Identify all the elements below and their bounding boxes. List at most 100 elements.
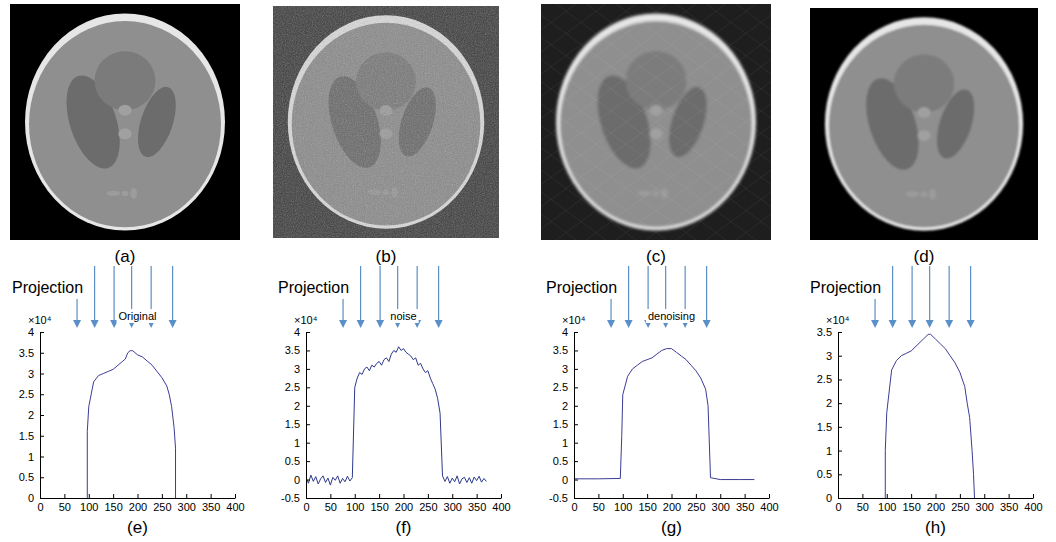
phantom-ellipse	[95, 51, 156, 110]
phantom-ellipse	[107, 191, 120, 196]
x-tick: 100	[80, 494, 98, 513]
y-tick: 1.5	[285, 418, 310, 430]
arrow-shaft	[970, 266, 971, 322]
x-tick-label: 400	[1024, 501, 1042, 513]
y-tick-mark	[574, 461, 578, 462]
x-tick-label: 150	[902, 501, 920, 513]
x-tick: 350	[1000, 494, 1018, 513]
y-tick-label: 2	[28, 409, 34, 421]
arrow-shaft	[380, 266, 381, 322]
x-tick-label: 100	[80, 501, 98, 513]
y-tick: 3.5	[19, 347, 44, 359]
streak	[646, 4, 771, 240]
x-tick-label: 50	[857, 501, 869, 513]
panel-label: (a)	[115, 247, 136, 266]
y-tick-mark	[838, 332, 842, 333]
phantom	[825, 17, 1023, 230]
image-background	[10, 4, 240, 240]
x-tick-label: 250	[419, 501, 437, 513]
x-tick-label: 50	[593, 501, 605, 513]
y-tick-label: 0	[826, 492, 832, 504]
x-tick-label: 350	[202, 501, 220, 513]
y-tick-label: 2	[826, 397, 832, 409]
x-tick-mark	[720, 494, 721, 498]
y-tick: 1.5	[553, 418, 578, 430]
x-tick-mark	[452, 494, 453, 498]
x-tick-mark	[1033, 494, 1034, 498]
y-tick-label: 3.5	[553, 344, 568, 356]
y-axis: 00.511.522.533.54	[19, 326, 44, 504]
streak	[676, 4, 771, 240]
y-axis: -0.500.511.522.533.54	[281, 326, 310, 504]
y-tick: 0.5	[817, 468, 842, 480]
x-tick: 300	[712, 494, 730, 513]
x-tick: 350	[202, 494, 220, 513]
arrow-shaft	[874, 299, 875, 322]
x-axis: 050100150200250300350400	[571, 494, 778, 513]
x-tick: 50	[857, 494, 869, 513]
projection-plot: Projection050100150200250300350400-0.500…	[278, 266, 511, 537]
arrow-head	[703, 320, 711, 328]
x-tick-label: 350	[468, 501, 486, 513]
x-tick-mark	[186, 494, 187, 498]
plot-area	[885, 334, 974, 498]
phantom-ellipse	[122, 191, 129, 196]
y-tick-mark	[306, 350, 310, 351]
projection-label: Projection	[810, 279, 881, 296]
arrow-shaft	[929, 266, 930, 322]
streak	[706, 4, 771, 240]
y-tick: 3	[562, 363, 578, 375]
y-tick-mark	[838, 427, 842, 428]
x-tick-label: 100	[614, 501, 632, 513]
plot-area	[306, 347, 486, 485]
y-tick-mark	[40, 353, 44, 354]
arrow-head	[871, 320, 879, 328]
y-tick: 2	[294, 400, 310, 412]
y-tick-mark	[40, 436, 44, 437]
y-tick: 2.5	[553, 381, 578, 393]
panel-label: (f)	[395, 518, 411, 537]
x-tick-label: 0	[37, 501, 43, 513]
x-tick: 200	[663, 494, 681, 513]
x-tick-label: 200	[129, 501, 147, 513]
axis-multiplier: ×10⁴	[28, 314, 52, 326]
arrow-shaft	[949, 266, 950, 322]
arrow-head	[376, 320, 384, 328]
plot-area	[574, 349, 754, 480]
y-tick-mark	[40, 374, 44, 375]
phantom-ellipse	[29, 21, 221, 227]
y-tick-mark	[838, 498, 842, 499]
arrow-shaft	[892, 266, 893, 322]
arrow-head	[73, 320, 81, 328]
x-tick-label: 100	[878, 501, 896, 513]
x-tick-mark	[235, 494, 236, 498]
y-tick: 3.5	[285, 344, 310, 356]
streak	[676, 4, 771, 240]
y-tick-mark	[306, 369, 310, 370]
arrows	[607, 266, 711, 328]
x-axis: 050100150200250300350400	[835, 494, 1042, 513]
y-tick-label: 2.5	[285, 381, 300, 393]
streak	[541, 4, 771, 240]
y-tick-label: 3.5	[285, 344, 300, 356]
title-patch	[388, 309, 418, 323]
phantom-ellipse	[118, 105, 131, 116]
arrow-head	[967, 320, 975, 328]
x-tick: 350	[736, 494, 754, 513]
arrow-shaft	[94, 266, 95, 322]
arrow-shaft	[342, 299, 343, 322]
y-tick-label: 1	[826, 445, 832, 457]
y-tick-mark	[306, 387, 310, 388]
x-tick-mark	[984, 494, 985, 498]
y-axis-line	[838, 333, 839, 499]
arrow-shaft	[172, 266, 173, 322]
axis-multiplier: ×10⁴	[562, 314, 586, 326]
y-tick: 3.5	[553, 344, 578, 356]
y-tick-label: 2.5	[817, 373, 832, 385]
phantom-ellipse	[917, 107, 930, 118]
arrow-shaft	[76, 299, 77, 322]
x-tick-mark	[330, 494, 331, 498]
phantom-ellipse	[906, 192, 919, 197]
x-tick-label: 400	[760, 501, 778, 513]
y-axis-line	[306, 333, 307, 499]
